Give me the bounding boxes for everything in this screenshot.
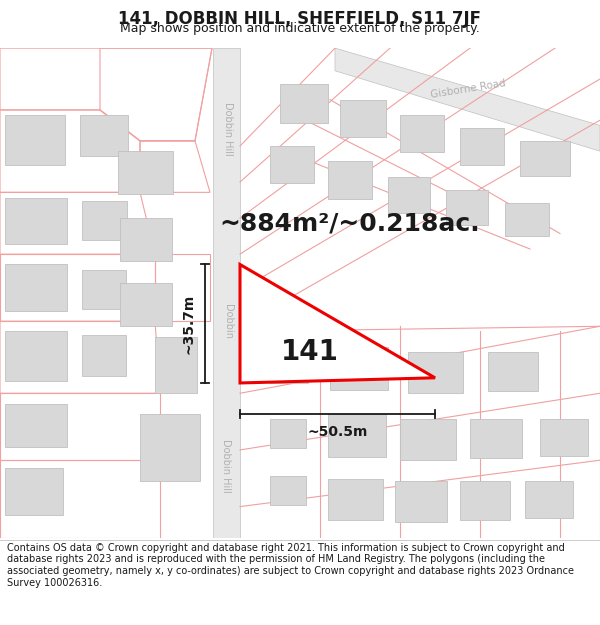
Bar: [400, 115, 444, 152]
Text: Gisborne Road: Gisborne Road: [430, 79, 506, 100]
Text: Dobbin Hill: Dobbin Hill: [221, 439, 231, 493]
Bar: [270, 476, 306, 504]
Bar: [155, 337, 197, 393]
Bar: [5, 331, 67, 381]
Bar: [328, 414, 386, 457]
Bar: [400, 419, 456, 460]
Bar: [82, 269, 126, 309]
Bar: [520, 141, 570, 176]
Bar: [120, 283, 172, 326]
Bar: [5, 404, 67, 447]
Bar: [328, 161, 372, 199]
Bar: [330, 347, 388, 390]
Bar: [255, 301, 300, 362]
Bar: [446, 190, 488, 226]
Bar: [540, 419, 588, 456]
Bar: [118, 151, 173, 194]
Bar: [280, 84, 328, 123]
Bar: [140, 414, 200, 481]
Text: ~50.5m: ~50.5m: [307, 426, 368, 439]
Bar: [270, 419, 306, 448]
Bar: [82, 334, 126, 376]
Text: 141, DOBBIN HILL, SHEFFIELD, S11 7JF: 141, DOBBIN HILL, SHEFFIELD, S11 7JF: [119, 9, 482, 28]
Bar: [5, 115, 65, 164]
Text: 141: 141: [281, 338, 339, 366]
Bar: [328, 479, 383, 520]
Bar: [505, 202, 549, 236]
Bar: [5, 264, 67, 311]
Bar: [460, 481, 510, 520]
Polygon shape: [213, 48, 240, 538]
Bar: [395, 481, 447, 522]
Polygon shape: [240, 264, 435, 383]
Bar: [270, 352, 308, 383]
Text: Dobbin: Dobbin: [223, 304, 233, 339]
Bar: [120, 218, 172, 261]
Polygon shape: [335, 48, 600, 151]
Bar: [5, 469, 63, 515]
Bar: [5, 198, 67, 244]
Bar: [388, 177, 430, 213]
Text: Map shows position and indicative extent of the property.: Map shows position and indicative extent…: [120, 22, 480, 34]
Bar: [340, 99, 386, 137]
Text: Contains OS data © Crown copyright and database right 2021. This information is : Contains OS data © Crown copyright and d…: [7, 542, 574, 588]
Bar: [488, 352, 538, 391]
Bar: [460, 129, 504, 164]
Bar: [470, 419, 522, 458]
Bar: [80, 115, 128, 156]
Bar: [82, 201, 127, 240]
Bar: [525, 481, 573, 518]
Text: ~35.7m: ~35.7m: [182, 294, 196, 354]
Bar: [408, 352, 463, 393]
Bar: [270, 146, 314, 183]
Text: ~884m²/~0.218ac.: ~884m²/~0.218ac.: [220, 211, 481, 235]
Text: Dobbin Hill: Dobbin Hill: [223, 102, 233, 156]
